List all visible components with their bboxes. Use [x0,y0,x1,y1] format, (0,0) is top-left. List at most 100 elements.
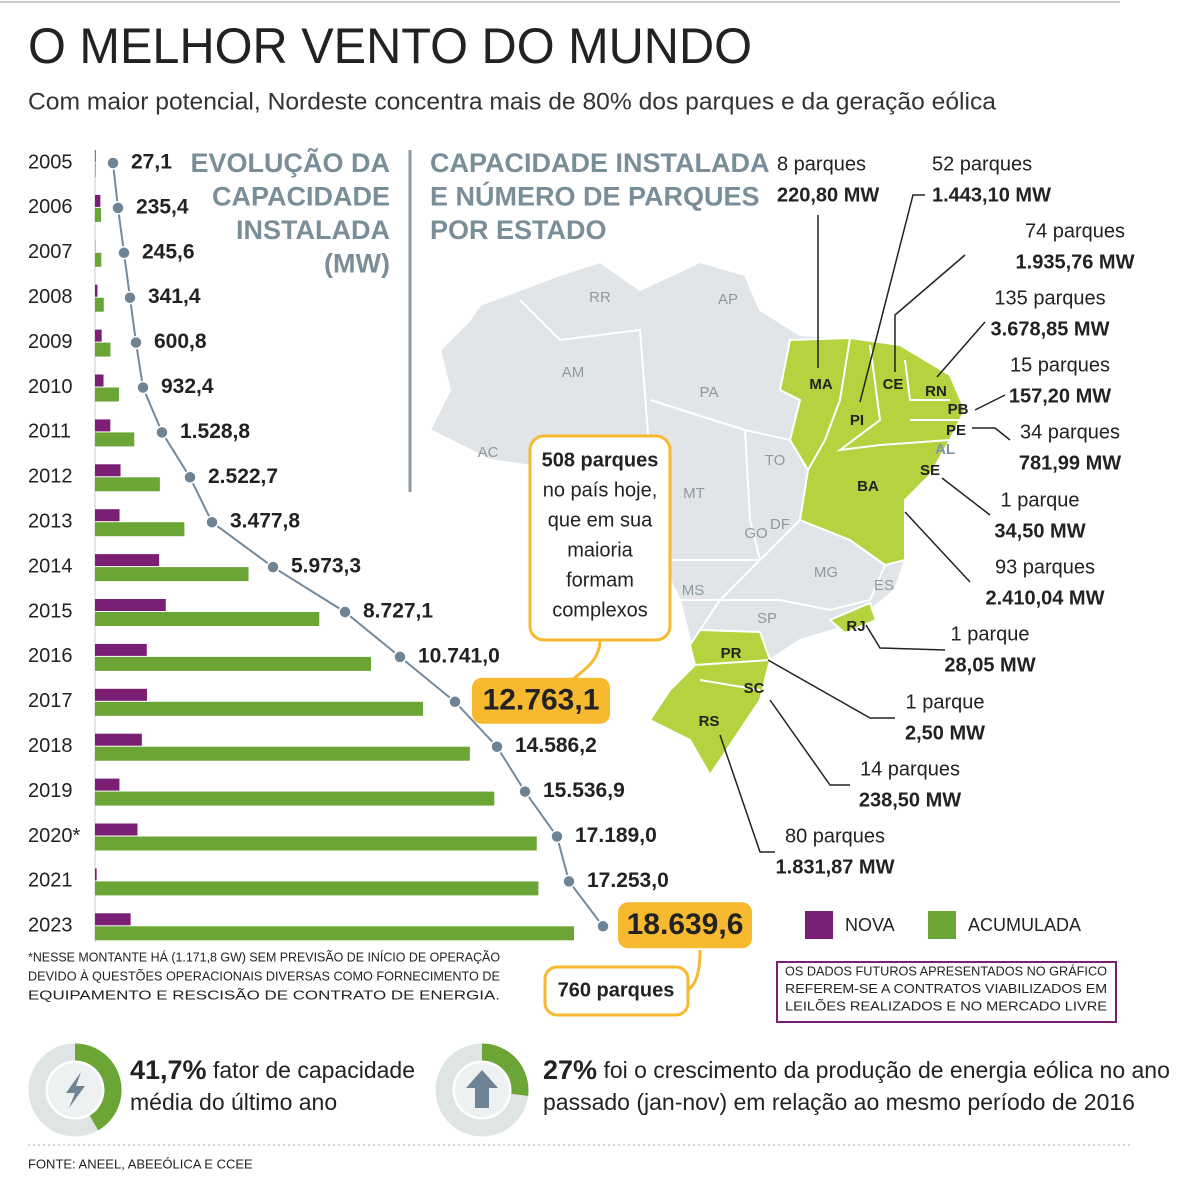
bar-acumulada [95,791,495,806]
bar-acumulada [95,297,104,312]
point [111,201,125,215]
stat-value: 27% [543,1055,597,1085]
bar-nova [95,150,96,162]
point [338,605,352,619]
point [266,560,280,574]
bar-acumulada [95,746,470,761]
bolt-icon [66,1072,85,1108]
source: FONTE: ANEEL, ABEEÓLICA E CCEE [28,1156,253,1171]
bar-nova [95,374,104,387]
state-parks: 15 parques [1010,354,1110,376]
legend-swatch [805,911,833,939]
state-mw: 1.935,76 MW [1016,251,1135,273]
total-box [543,965,690,1017]
state-mw: 34,50 MW [994,520,1085,542]
chart-label: INSTALADA [236,215,390,245]
note: LEILÕES REALIZADOS E NO MERCADO LIVRE [785,998,1107,1013]
bar-nova [95,688,147,701]
state-mw: 157,20 MW [1009,385,1111,407]
value-label: 3.477,8 [230,510,300,533]
region-label: AL [935,441,955,458]
state-mw: 1.831,87 MW [776,856,895,878]
note-box [776,961,1117,1023]
value-label: 245,6 [142,240,195,263]
footnote: *NESSE MONTANTE HÁ (1.171,8 GW) SEM PREV… [28,949,500,964]
value-label: 341,4 [148,285,201,308]
leader-line [719,734,775,853]
point [183,470,197,485]
highlight-box [618,902,752,949]
region-label: AM [562,364,585,381]
state-label: SC [744,680,765,697]
donut-arc [74,1043,122,1131]
region-label: MS [682,582,705,599]
y-tick-label: 2014 [28,555,73,577]
title: O MELHOR VENTO DO MUNDO [28,18,752,74]
state-label: PB [948,401,969,418]
state-mw: 238,50 MW [859,789,961,811]
subtitle: Com maior potencial, Nordeste concentra … [28,88,997,115]
bar-acumulada [95,926,575,941]
point [562,874,576,889]
state-parks: 135 parques [994,287,1105,309]
y-tick-label: 2015 [28,600,73,622]
region-label: SP [757,610,777,627]
bar-acumulada [95,252,102,267]
region-label: RR [589,289,611,306]
map [428,260,967,777]
bar-nova [95,643,147,656]
value-label: 8.727,1 [363,600,433,623]
y-tick-label: 2006 [28,196,73,218]
value-label: 235,4 [136,195,189,218]
point [205,515,219,529]
value-label: 10.741,0 [418,644,500,667]
leader-line [936,321,986,378]
state-mw: 28,05 MW [944,654,1035,676]
state-label: MA [809,376,832,393]
total-leader [687,949,702,992]
region-label: GO [744,525,767,542]
bar-acumulada [95,163,96,177]
y-tick-label: 2021 [28,870,73,892]
bar-acumulada [95,881,539,896]
state-parks: 14 parques [860,758,960,780]
legend-swatch [928,911,956,939]
state-label: PE [946,422,966,439]
footnote: EQUIPAMENTO E RESCISÃO DE CONTRATO DE EN… [28,987,500,1002]
bar-acumulada [95,387,119,402]
bar-acumulada [95,567,249,582]
bar-nova [95,284,98,297]
bar-nova [95,464,121,477]
bar-acumulada [95,342,111,357]
leader-line [767,659,895,719]
bar-acumulada [95,701,424,716]
state-label: PR [721,645,742,662]
y-tick-label: 2017 [28,690,73,712]
point [136,380,150,395]
region-label: TO [765,452,786,469]
value-label: 2.522,7 [208,465,278,488]
state-label: SE [920,462,940,479]
map-border [699,679,761,691]
state-mw: 2,50 MW [905,722,985,744]
bar-nova [95,509,120,522]
map-border [904,359,950,401]
leader-line [974,394,1006,411]
point [550,829,564,844]
value-label: 17.189,0 [575,824,657,847]
bar-nova [95,329,102,342]
map-south [648,628,772,777]
region-label: MG [814,564,838,581]
bar-acumulada [95,432,135,447]
leader-line [904,511,971,583]
callout-leader [558,639,602,692]
y-tick-label: 2013 [28,510,73,532]
bar-nova [95,868,97,881]
y-tick-label: 2011 [28,421,71,443]
state-parks: 1 parque [906,691,985,713]
y-tick-label: 2020* [28,825,80,847]
bar-acumulada [95,612,320,626]
state-parks: 8 parques [777,153,866,175]
leader-line [865,624,946,651]
